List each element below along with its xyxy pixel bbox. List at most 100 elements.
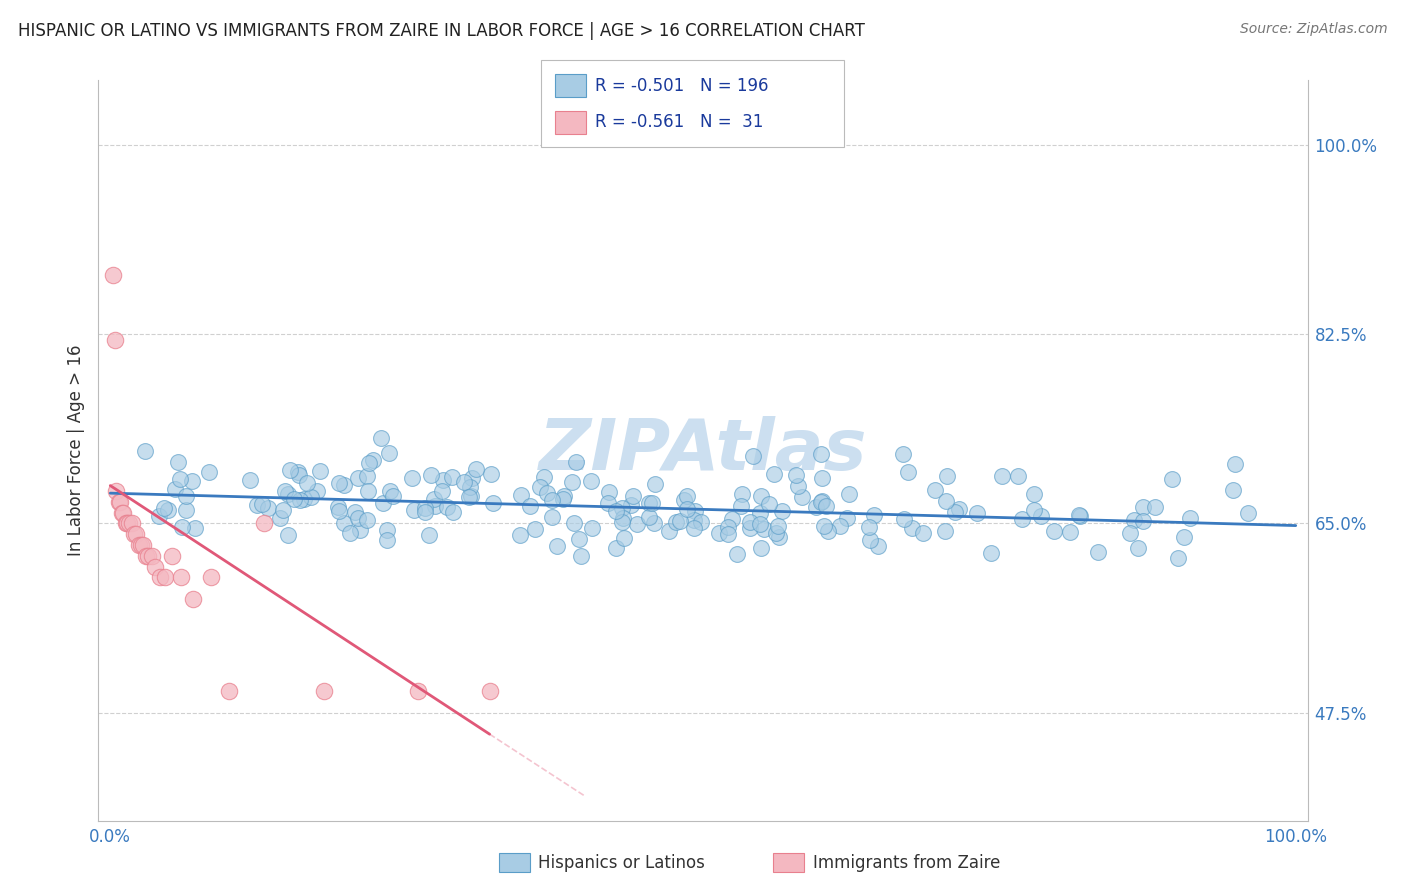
Point: [641, 496, 664, 510]
Point: [1067, 508, 1090, 522]
Point: [328, 476, 350, 491]
Point: [620, 498, 643, 512]
Point: [290, 492, 312, 507]
Point: [676, 489, 699, 503]
Point: [278, 463, 301, 477]
Y-axis label: In Labor Force | Age > 16: In Labor Force | Age > 16: [66, 344, 84, 557]
Point: [748, 516, 770, 531]
Point: [135, 549, 157, 563]
Point: [790, 490, 813, 504]
Point: [125, 527, 148, 541]
Point: [748, 506, 770, 520]
Point: [198, 466, 221, 480]
Point: [307, 483, 329, 498]
Point: [245, 498, 267, 512]
Text: R = -0.501   N = 196: R = -0.501 N = 196: [595, 77, 768, 95]
Point: [1161, 472, 1184, 486]
Point: [479, 467, 502, 481]
Point: [533, 470, 555, 484]
Point: [897, 465, 920, 479]
Point: [536, 485, 558, 500]
Point: [432, 473, 454, 487]
Point: [1022, 486, 1045, 500]
Point: [128, 538, 150, 552]
Point: [676, 502, 699, 516]
Point: [562, 516, 585, 530]
Point: [441, 505, 464, 519]
Point: [441, 470, 464, 484]
Point: [1007, 468, 1029, 483]
Point: [274, 484, 297, 499]
Point: [181, 474, 204, 488]
Point: [731, 487, 754, 501]
Point: [752, 522, 775, 536]
Point: [814, 500, 837, 514]
Point: [948, 501, 970, 516]
Point: [1126, 541, 1149, 555]
Point: [682, 521, 704, 535]
Point: [610, 501, 633, 516]
Point: [658, 524, 681, 538]
Point: [375, 524, 398, 538]
Point: [859, 533, 882, 547]
Point: [381, 489, 404, 503]
Point: [253, 516, 276, 531]
Point: [813, 519, 835, 533]
Point: [991, 468, 1014, 483]
Point: [121, 516, 143, 531]
Point: [181, 592, 204, 607]
Point: [541, 492, 564, 507]
Point: [837, 510, 859, 524]
Point: [766, 519, 789, 533]
Point: [312, 684, 335, 698]
Point: [1132, 514, 1154, 528]
Point: [333, 478, 356, 492]
Point: [768, 530, 790, 544]
Point: [936, 469, 959, 483]
Point: [811, 471, 834, 485]
Point: [422, 492, 444, 507]
Point: [107, 495, 129, 509]
Point: [339, 526, 361, 541]
Point: [786, 479, 808, 493]
Point: [612, 510, 634, 524]
Point: [256, 500, 278, 515]
Point: [420, 467, 443, 482]
Point: [924, 483, 946, 498]
Point: [356, 468, 378, 483]
Point: [1144, 500, 1167, 514]
Point: [418, 527, 440, 541]
Point: [375, 533, 398, 548]
Point: [758, 497, 780, 511]
Point: [271, 503, 294, 517]
Point: [295, 475, 318, 490]
Point: [567, 533, 589, 547]
Point: [309, 464, 332, 478]
Point: [637, 509, 659, 524]
Point: [749, 541, 772, 555]
Point: [141, 549, 163, 563]
Point: [934, 524, 956, 538]
Point: [762, 467, 785, 481]
Text: Source: ZipAtlas.com: Source: ZipAtlas.com: [1240, 22, 1388, 37]
Point: [148, 508, 170, 523]
Point: [569, 549, 592, 563]
Point: [828, 519, 851, 533]
Point: [408, 684, 430, 698]
Point: [153, 501, 176, 516]
Point: [561, 475, 583, 489]
Point: [665, 515, 688, 529]
Point: [149, 570, 172, 584]
Point: [143, 559, 166, 574]
Point: [668, 514, 690, 528]
Text: Immigrants from Zaire: Immigrants from Zaire: [813, 854, 1000, 871]
Point: [683, 512, 706, 526]
Point: [328, 500, 350, 514]
Point: [299, 490, 322, 504]
Point: [579, 475, 602, 489]
Point: [605, 504, 627, 518]
Point: [269, 511, 291, 525]
Point: [163, 482, 186, 496]
Point: [343, 505, 366, 519]
Point: [943, 505, 966, 519]
